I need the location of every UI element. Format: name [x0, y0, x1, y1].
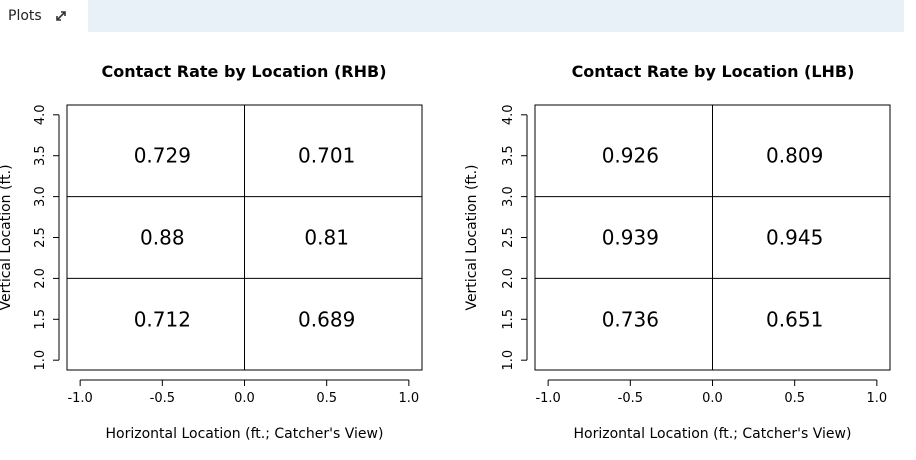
- cell-value-label: 0.926: [602, 144, 659, 168]
- tab-plots-label: Plots: [8, 8, 42, 24]
- y-tick-label: 2.0: [501, 268, 516, 289]
- cell-value-label: 0.809: [766, 144, 823, 168]
- x-tick-label: 0.0: [702, 391, 723, 406]
- pane-edge: [905, 0, 916, 32]
- x-tick-label: -0.5: [150, 391, 175, 406]
- cell-value-label: 0.939: [602, 226, 659, 250]
- x-tick-label: 0.5: [784, 391, 805, 406]
- cell-value-label: 0.729: [134, 144, 191, 168]
- y-tick-label: 3.5: [33, 145, 48, 166]
- y-tick-label: 4.0: [33, 104, 48, 125]
- y-tick-label: 1.5: [501, 309, 516, 330]
- x-tick-label: 0.5: [316, 391, 337, 406]
- x-tick-label: 0.0: [234, 391, 255, 406]
- y-tick-label: 2.5: [33, 227, 48, 248]
- cell-value-label: 0.689: [298, 307, 355, 331]
- x-tick-label: -1.0: [67, 391, 92, 406]
- y-axis-label: Vertical Location (ft.): [0, 164, 14, 310]
- tab-plots[interactable]: Plots: [0, 0, 88, 32]
- y-tick-label: 3.0: [33, 186, 48, 207]
- expand-arrows-icon[interactable]: [54, 9, 68, 23]
- cell-value-label: 0.736: [602, 307, 659, 331]
- cell-value-label: 0.712: [134, 307, 191, 331]
- cell-value-label: 0.701: [298, 144, 355, 168]
- y-tick-label: 1.0: [33, 350, 48, 371]
- x-tick-label: 1.0: [399, 391, 420, 406]
- x-tick-label: 1.0: [867, 391, 888, 406]
- plots-pane-header: Plots: [0, 0, 916, 32]
- y-axis-label: Vertical Location (ft.): [464, 164, 480, 310]
- cell-value-label: 0.945: [766, 226, 823, 250]
- plots-area: Contact Rate by Location (RHB) -1.0 -0.5 0.…: [0, 62, 891, 442]
- x-axis-label: Horizontal Location (ft.; Catcher's View…: [106, 426, 384, 442]
- x-tick-label: -1.0: [535, 391, 560, 406]
- chart-title: Contact Rate by Location (RHB): [102, 62, 387, 81]
- x-axis-label: Horizontal Location (ft.; Catcher's View…: [574, 426, 852, 442]
- y-tick-label: 3.5: [501, 145, 516, 166]
- y-tick-label: 1.5: [33, 309, 48, 330]
- y-tick-label: 2.0: [33, 268, 48, 289]
- y-tick-label: 4.0: [501, 104, 516, 125]
- y-tick-label: 3.0: [501, 186, 516, 207]
- cell-value-label: 0.88: [140, 226, 185, 250]
- y-tick-label: 1.0: [501, 350, 516, 371]
- y-tick-label: 2.5: [501, 227, 516, 248]
- cell-value-label: 0.81: [304, 226, 349, 250]
- pane-toolbar-background: [88, 0, 904, 32]
- chart-title: Contact Rate by Location (LHB): [572, 62, 855, 81]
- cell-value-label: 0.651: [766, 307, 823, 331]
- x-tick-label: -0.5: [618, 391, 643, 406]
